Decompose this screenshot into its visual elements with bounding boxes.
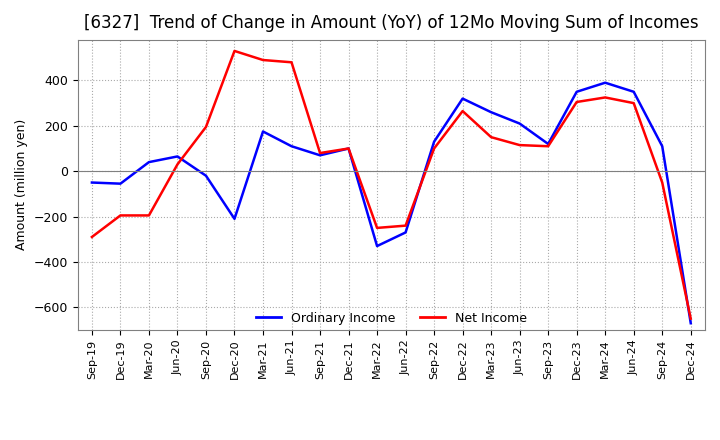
Net Income [401,223,410,228]
Net Income [686,316,695,321]
Net Income [344,146,353,151]
Net Income [145,213,153,218]
Ordinary Income [88,180,96,185]
Ordinary Income [544,141,552,147]
Y-axis label: Amount (million yen): Amount (million yen) [15,119,28,250]
Ordinary Income [287,143,296,149]
Ordinary Income [430,139,438,144]
Ordinary Income [202,173,210,178]
Ordinary Income [373,243,382,249]
Ordinary Income [116,181,125,186]
Ordinary Income [344,146,353,151]
Net Income [202,125,210,130]
Line: Ordinary Income: Ordinary Income [92,83,690,323]
Ordinary Income [145,159,153,165]
Net Income [487,135,495,140]
Net Income [173,162,181,167]
Net Income [629,100,638,106]
Title: [6327]  Trend of Change in Amount (YoY) of 12Mo Moving Sum of Incomes: [6327] Trend of Change in Amount (YoY) o… [84,15,698,33]
Net Income [88,235,96,240]
Net Income [116,213,125,218]
Net Income [459,108,467,114]
Ordinary Income [230,216,239,221]
Ordinary Income [315,153,324,158]
Net Income [544,143,552,149]
Legend: Ordinary Income, Net Income: Ordinary Income, Net Income [251,307,532,330]
Net Income [601,95,610,100]
Ordinary Income [258,129,267,134]
Ordinary Income [686,321,695,326]
Ordinary Income [572,89,581,95]
Ordinary Income [459,96,467,101]
Ordinary Income [658,143,667,149]
Ordinary Income [173,154,181,159]
Net Income [430,146,438,151]
Ordinary Income [401,230,410,235]
Ordinary Income [601,80,610,85]
Ordinary Income [516,121,524,126]
Line: Net Income: Net Income [92,51,690,319]
Net Income [315,150,324,156]
Net Income [230,48,239,54]
Net Income [258,57,267,62]
Net Income [516,143,524,148]
Net Income [572,99,581,105]
Ordinary Income [629,89,638,95]
Ordinary Income [487,110,495,115]
Net Income [373,225,382,231]
Net Income [658,180,667,185]
Net Income [287,60,296,65]
